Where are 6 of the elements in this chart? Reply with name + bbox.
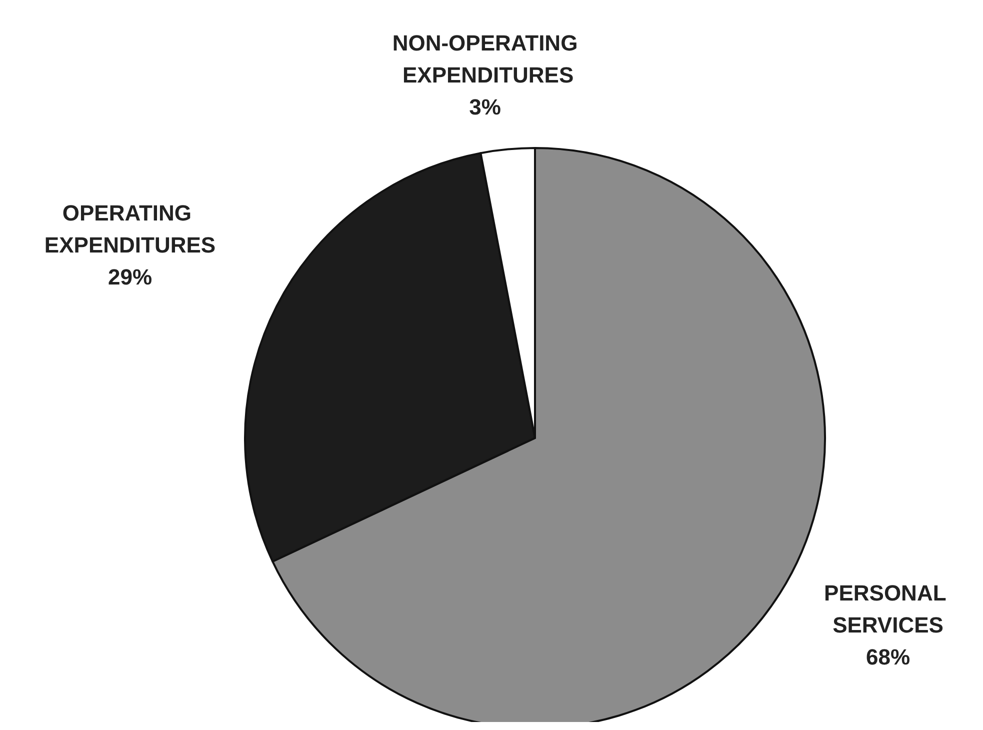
slice-label: NON-OPERATING EXPENDITURES: [392, 30, 578, 88]
data-label: 29%: [108, 264, 152, 290]
slice-label: PERSONAL SERVICES: [824, 580, 952, 638]
data-label: 68%: [866, 644, 910, 670]
data-label: 3%: [469, 94, 501, 120]
slice-label: OPERATING EXPENDITURES: [44, 200, 216, 258]
